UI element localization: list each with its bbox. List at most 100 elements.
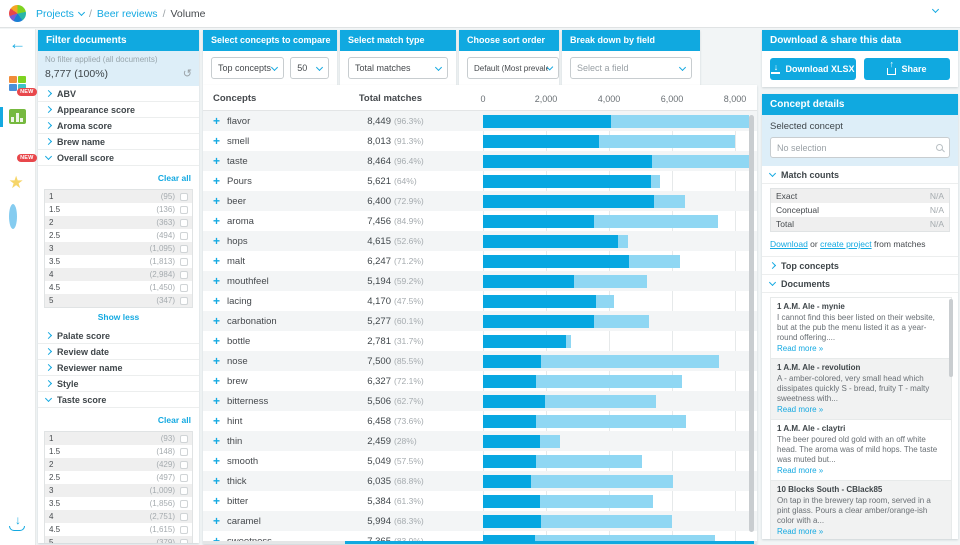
- add-concept-icon[interactable]: +: [213, 114, 221, 128]
- filter-option-checkbox[interactable]: [180, 270, 188, 279]
- breadcrumb-projects-link[interactable]: Projects: [36, 7, 74, 20]
- exact-matches-bar[interactable]: [483, 154, 652, 168]
- clear-all-link[interactable]: Clear all: [157, 173, 191, 183]
- breadcrumb-project-link[interactable]: Beer reviews: [96, 7, 158, 20]
- share-button[interactable]: Share: [864, 58, 950, 80]
- exact-matches-bar[interactable]: [483, 174, 651, 188]
- add-concept-icon[interactable]: +: [213, 494, 221, 508]
- match-counts-section-toggle[interactable]: Match counts: [762, 166, 958, 184]
- filter-section-review-date[interactable]: Review date: [38, 344, 199, 360]
- filter-option-checkbox[interactable]: [180, 525, 188, 534]
- add-concept-icon[interactable]: +: [213, 154, 221, 168]
- filter-section-taste-score[interactable]: Taste score: [38, 392, 199, 408]
- filter-section-palate-score[interactable]: Palate score: [38, 328, 199, 344]
- exact-matches-bar[interactable]: [483, 434, 540, 448]
- add-concept-icon[interactable]: +: [213, 474, 221, 488]
- vertical-scrollbar[interactable]: [749, 115, 754, 532]
- add-concept-icon[interactable]: +: [213, 394, 221, 408]
- filter-option-checkbox[interactable]: [180, 296, 188, 305]
- exact-matches-bar[interactable]: [483, 254, 629, 268]
- filter-section-abv[interactable]: ABV: [38, 86, 199, 102]
- filter-option-checkbox[interactable]: [180, 231, 188, 240]
- back-arrow-button[interactable]: ←: [9, 34, 26, 53]
- add-concept-icon[interactable]: +: [213, 274, 221, 288]
- add-concept-icon[interactable]: +: [213, 294, 221, 308]
- show-less-link[interactable]: Show less: [97, 312, 140, 322]
- filter-section-brew-name[interactable]: Brew name: [38, 134, 199, 150]
- add-concept-icon[interactable]: +: [213, 174, 221, 188]
- select-50[interactable]: 50: [290, 57, 329, 79]
- chevron-down-icon[interactable]: [77, 8, 85, 17]
- filter-section-appearance-score[interactable]: Appearance score: [38, 102, 199, 118]
- reset-filters-icon[interactable]: ↺: [182, 68, 192, 80]
- exact-matches-bar[interactable]: [483, 534, 535, 543]
- document-card[interactable]: 1 A.M. Ale - revolution A - amber-colored…: [770, 358, 952, 419]
- filter-option-checkbox[interactable]: [180, 218, 188, 227]
- exact-matches-bar[interactable]: [483, 334, 566, 348]
- rail-item-sentiment[interactable]: NEW: [9, 142, 37, 162]
- add-concept-icon[interactable]: +: [213, 374, 221, 388]
- document-card[interactable]: 10 Blocks South - CBlack85 On tap in the …: [770, 480, 952, 539]
- concept-search-input[interactable]: [777, 142, 936, 153]
- filter-section-overall-score[interactable]: Overall score: [38, 150, 199, 166]
- create-project-link[interactable]: create project: [820, 239, 872, 249]
- download-matches-link[interactable]: Download: [770, 239, 808, 249]
- horizontal-scrollbar-track[interactable]: [203, 541, 757, 544]
- filter-section-reviewer-name[interactable]: Reviewer name: [38, 360, 199, 376]
- select-default-most-prevalent-[interactable]: Default (Most prevalent): [467, 57, 559, 79]
- app-logo-icon[interactable]: [9, 5, 26, 22]
- top-concepts-section-toggle[interactable]: Top concepts: [762, 257, 958, 275]
- filter-option-checkbox[interactable]: [180, 538, 188, 543]
- exact-matches-bar[interactable]: [483, 354, 541, 368]
- exact-matches-bar[interactable]: [483, 114, 611, 128]
- filter-option-checkbox[interactable]: [180, 283, 188, 292]
- add-concept-icon[interactable]: +: [213, 454, 221, 468]
- filter-option-checkbox[interactable]: [180, 499, 188, 508]
- total-matches-bar[interactable]: [483, 354, 719, 368]
- rail-item-volume-active[interactable]: [0, 107, 27, 127]
- account-menu-chevron-icon[interactable]: [931, 5, 940, 14]
- add-concept-icon[interactable]: +: [213, 354, 221, 368]
- document-card[interactable]: 1 A.M. Ale - claytri The beer poured old …: [770, 419, 952, 480]
- exact-matches-bar[interactable]: [483, 314, 594, 328]
- documents-section-toggle[interactable]: Documents: [762, 275, 958, 293]
- exact-matches-bar[interactable]: [483, 294, 596, 308]
- exact-matches-bar[interactable]: [483, 274, 574, 288]
- filter-option-checkbox[interactable]: [180, 205, 188, 214]
- filter-option-checkbox[interactable]: [180, 244, 188, 253]
- add-concept-icon[interactable]: +: [213, 534, 221, 543]
- exact-matches-bar[interactable]: [483, 374, 536, 388]
- add-concept-icon[interactable]: +: [213, 514, 221, 528]
- read-more-link[interactable]: Read more »: [777, 527, 824, 536]
- read-more-link[interactable]: Read more »: [777, 405, 824, 414]
- document-card[interactable]: 1 A.M. Ale - mynie I cannot find this bee…: [770, 297, 952, 358]
- exact-matches-bar[interactable]: [483, 514, 541, 528]
- read-more-link[interactable]: Read more »: [777, 344, 824, 353]
- download-xlsx-button[interactable]: ↓ Download XLSX: [770, 58, 856, 80]
- rail-item-dashboard[interactable]: NEW: [8, 76, 37, 96]
- add-concept-icon[interactable]: +: [213, 334, 221, 348]
- filter-option-checkbox[interactable]: [180, 473, 188, 482]
- total-matches-bar[interactable]: [483, 534, 715, 543]
- filter-section-style[interactable]: Style: [38, 376, 199, 392]
- exact-matches-bar[interactable]: [483, 134, 599, 148]
- filter-option-checkbox[interactable]: [180, 486, 188, 495]
- filter-option-checkbox[interactable]: [180, 434, 188, 443]
- clear-all-link[interactable]: Clear all: [157, 415, 191, 425]
- exact-matches-bar[interactable]: [483, 454, 536, 468]
- add-concept-icon[interactable]: +: [213, 134, 221, 148]
- rail-item-favorites[interactable]: ★: [9, 174, 27, 191]
- select-total-matches[interactable]: Total matches: [348, 57, 448, 79]
- exact-matches-bar[interactable]: [483, 214, 594, 228]
- horizontal-scrollbar-thumb[interactable]: [345, 541, 754, 544]
- exact-matches-bar[interactable]: [483, 494, 540, 508]
- add-concept-icon[interactable]: +: [213, 214, 221, 228]
- add-concept-icon[interactable]: +: [213, 254, 221, 268]
- add-concept-icon[interactable]: +: [213, 234, 221, 248]
- exact-matches-bar[interactable]: [483, 194, 654, 208]
- exact-matches-bar[interactable]: [483, 474, 531, 488]
- filter-option-checkbox[interactable]: [180, 192, 188, 201]
- filter-option-checkbox[interactable]: [180, 447, 188, 456]
- filter-option-checkbox[interactable]: [180, 460, 188, 469]
- concept-search-box[interactable]: [770, 137, 950, 158]
